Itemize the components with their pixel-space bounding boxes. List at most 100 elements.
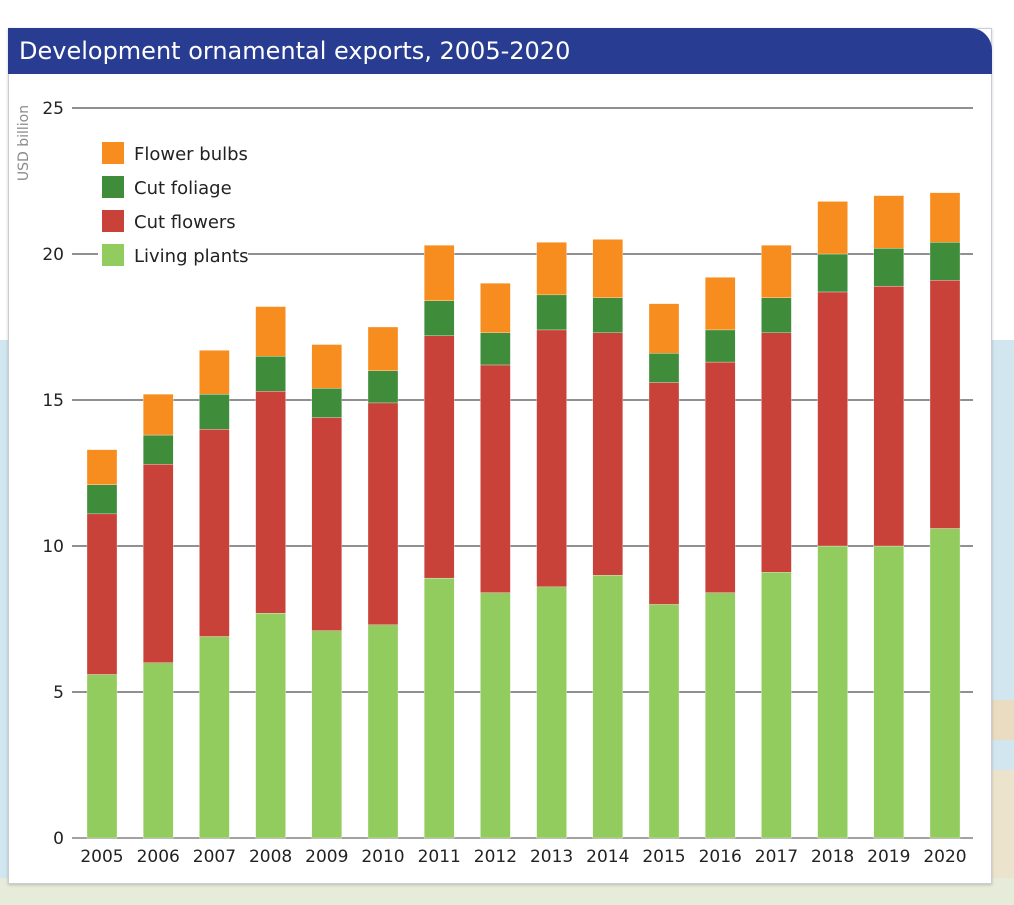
y-tick-label: 25 [42,99,64,119]
bar-segment [424,245,455,301]
bar-segment [311,630,342,839]
legend-label: Flower bulbs [134,144,248,165]
bar-segment [199,429,230,637]
bar-segment [480,364,511,593]
x-tick-label: 2019 [867,847,910,867]
bar-segment [648,353,680,383]
x-tick-label: 2017 [755,847,798,867]
bar-segment [255,356,286,392]
bar-segment [424,577,455,839]
bar-segment [143,434,174,465]
bar-segment [592,575,623,839]
bar-segment [143,394,174,436]
bar-segment [873,248,904,287]
bar-segment [536,329,567,588]
x-tick-label: 2010 [361,847,404,867]
bar-segment [929,528,961,839]
y-tick-label: 10 [42,537,64,557]
bar-segment [480,332,511,366]
x-tick-label: 2008 [249,847,292,867]
bar-segment [592,332,623,576]
bar-segment [86,674,118,839]
bar-segment [536,242,567,296]
x-tick-label: 2011 [418,847,461,867]
x-tick-label: 2006 [137,847,180,867]
bar-segment [817,291,848,547]
bar-segment [311,417,342,631]
x-tick-label: 2005 [80,847,123,867]
bar-segment [536,586,567,839]
legend-swatch [102,244,124,266]
bar-segment [705,592,736,839]
x-axis-ticks: 2005 2006 2007 2008 2009 2010 2011 2012 2013 2014… [80,847,966,867]
bar-segment [199,350,230,395]
bar-segment [761,245,792,298]
bar-segment [86,449,118,485]
bar-segment [648,303,680,354]
bar-segment [311,388,342,418]
bar-segment [817,545,848,839]
bar-segment [705,329,736,363]
bar-segment [199,394,230,430]
x-tick-label: 2015 [642,847,685,867]
x-tick-label: 2018 [811,847,854,867]
bar-segment [480,592,511,839]
x-tick-label: 2016 [699,847,742,867]
bar-segment [929,192,961,243]
y-axis-ticks: 0 5 10 15 20 25 [42,99,64,849]
legend-label: Cut foliage [134,178,232,199]
bar-segment [929,280,961,529]
bar-segment [424,335,455,579]
x-tick-label: 2007 [193,847,236,867]
bar-segment [367,402,399,625]
legend-label: Living plants [134,246,249,267]
legend-label: Cut flowers [134,212,236,233]
bar-segment [761,297,792,333]
x-tick-label: 2009 [305,847,348,867]
legend: Flower bulbs Cut foliage Cut flowers Living… [98,139,249,269]
bar-segment [424,300,455,336]
bar-segment [255,391,286,614]
bar-segment [817,253,848,293]
bar-segment [648,382,680,605]
bar-segment [873,285,904,547]
bar-segment [761,332,792,573]
bar-segment [367,326,399,371]
bar-segment [873,545,904,839]
bar-segment [255,306,286,357]
title-bar: Development ornamental exports, 2005-202… [8,28,992,74]
legend-swatch [102,176,124,198]
bar-segment [536,294,567,331]
bars [86,192,961,839]
bar-segment [592,297,623,333]
bar-segment [873,195,904,249]
bar-segment [143,464,174,663]
y-tick-label: 0 [53,829,64,849]
bar-segment [199,636,230,839]
x-tick-label: 2020 [923,847,966,867]
bar-segment [480,283,511,333]
bar-segment [311,344,342,389]
x-tick-label: 2012 [474,847,517,867]
x-tick-label: 2013 [530,847,573,867]
bar-segment [705,277,736,331]
bar-segment [86,484,118,515]
y-tick-label: 15 [42,391,64,411]
bar-segment [817,201,848,255]
bar-segment [761,572,792,839]
bar-segment [592,239,623,298]
bar-segment [86,513,118,675]
y-tick-label: 5 [53,683,64,703]
legend-swatch [102,142,124,164]
bar-segment [255,613,286,839]
y-tick-label: 20 [42,245,64,265]
bar-segment [143,662,174,839]
x-tick-label: 2014 [586,847,629,867]
bar-segment [367,370,399,404]
bar-segment [929,242,961,281]
chart-title: Development ornamental exports, 2005-202… [19,37,571,65]
y-axis-label: USD billion [16,105,32,181]
bar-segment [705,361,736,593]
bar-segment [648,604,680,839]
